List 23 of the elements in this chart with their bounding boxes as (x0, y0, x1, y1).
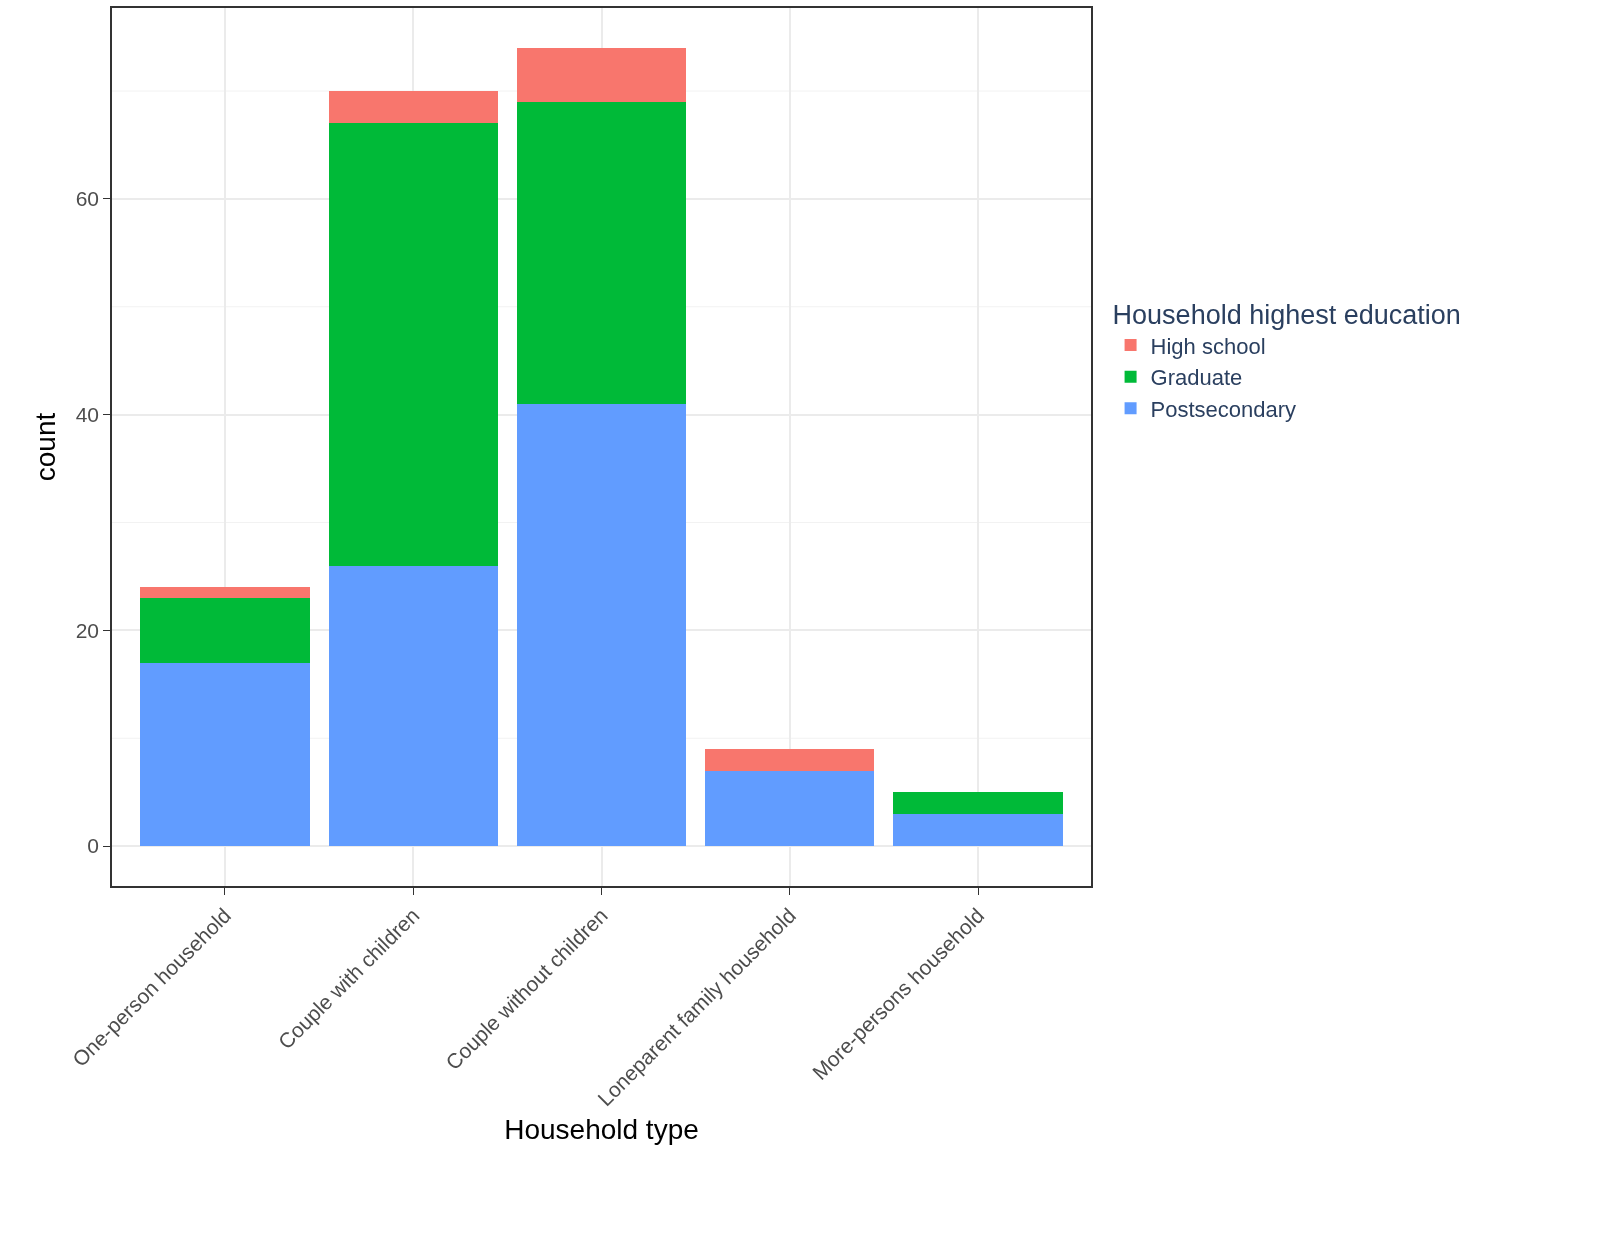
bar (893, 792, 1063, 814)
legend-label: High school (1150, 333, 1266, 359)
x-axis-title: Household type (504, 1114, 699, 1146)
y-axis-title: count (29, 412, 61, 482)
bar (140, 587, 310, 599)
bar (516, 403, 687, 847)
bar (893, 813, 1063, 847)
bar (705, 749, 875, 771)
bar (516, 47, 687, 102)
y-tick-label: 40 (75, 402, 100, 426)
bar (140, 598, 310, 663)
y-tick-label: 60 (75, 187, 100, 211)
legend-title: Household highest education (1112, 300, 1461, 331)
bar (328, 123, 498, 566)
bar (328, 91, 498, 124)
y-tick-label: 0 (87, 834, 100, 858)
bar (705, 770, 875, 847)
legend-label: Graduate (1150, 365, 1243, 391)
bar (140, 662, 310, 847)
y-tick-label: 20 (75, 618, 100, 642)
legend-label: Postsecondary (1150, 396, 1297, 422)
bar (328, 565, 498, 847)
bar (516, 101, 687, 404)
